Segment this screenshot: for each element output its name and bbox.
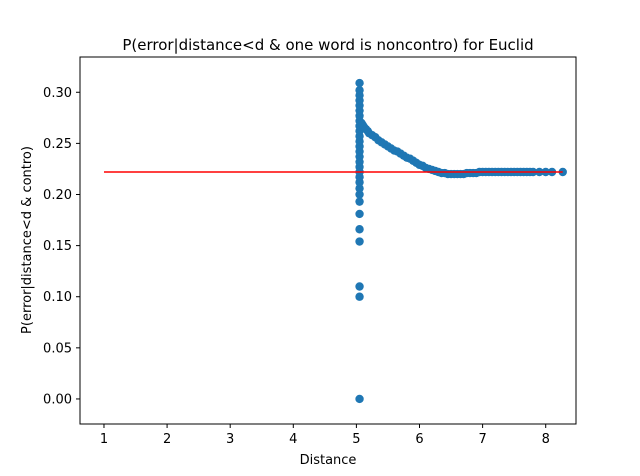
data-point — [355, 237, 364, 246]
x-tick-label: 5 — [352, 432, 360, 447]
y-tick-label: 0.10 — [43, 290, 72, 305]
x-axis: 1 2 3 4 5 6 7 8 — [100, 424, 550, 447]
plot-area — [103, 78, 567, 404]
data-point — [355, 78, 364, 88]
y-tick-label: 0.15 — [43, 239, 72, 254]
x-tick-label: 1 — [100, 432, 108, 447]
data-point — [355, 282, 364, 291]
chart-title: P(error|distance<d & one word is noncont… — [122, 36, 533, 54]
data-point — [355, 190, 364, 199]
x-tick-label: 8 — [542, 432, 550, 447]
data-point — [355, 292, 364, 301]
data-point — [355, 184, 364, 193]
x-tick-label: 3 — [226, 432, 234, 447]
x-axis-label: Distance — [300, 453, 357, 468]
x-tick-label: 7 — [478, 432, 486, 447]
axes-frame — [79, 56, 577, 425]
data-point — [355, 209, 364, 219]
y-tick-label: 0.20 — [43, 188, 72, 203]
x-tick-label: 6 — [415, 432, 423, 447]
data-point — [355, 86, 364, 95]
y-axis: 0.00 0.05 0.10 0.15 0.20 0.25 0.30 — [43, 86, 80, 407]
data-point — [355, 197, 364, 206]
x-tick-label: 4 — [289, 432, 297, 447]
y-tick-label: 0.00 — [43, 392, 72, 407]
y-tick-label: 0.05 — [43, 341, 72, 356]
y-axis-label: P(error|distance<d & contro) — [20, 146, 35, 334]
data-point — [355, 394, 364, 404]
data-point — [355, 225, 364, 234]
y-tick-label: 0.30 — [43, 86, 72, 101]
x-tick-label: 2 — [163, 432, 171, 447]
y-tick-label: 0.25 — [43, 137, 72, 152]
